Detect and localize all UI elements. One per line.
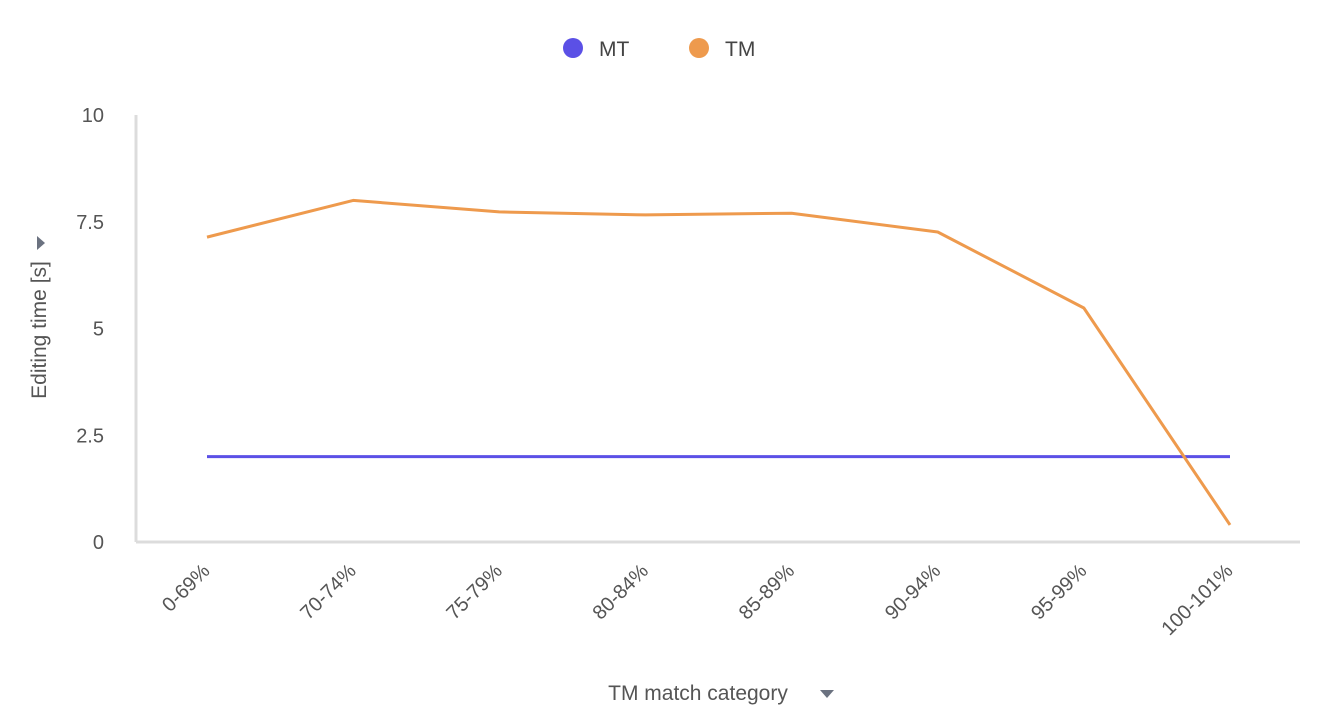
series-lines: [203, 196, 1234, 529]
legend-label: MT: [599, 38, 629, 61]
series-line-tm[interactable]: [206, 198, 1232, 526]
y-tick-label: 0: [93, 532, 104, 554]
data-point-tm[interactable]: [1080, 304, 1088, 312]
legend-marker-icon: [563, 38, 583, 58]
x-tick-label: 85-89%: [735, 560, 799, 624]
data-point-mt[interactable]: [934, 453, 942, 461]
data-point-tm[interactable]: [495, 208, 503, 216]
data-point-tm[interactable]: [934, 228, 942, 236]
data-point-tm[interactable]: [349, 196, 357, 204]
y-tick-label: 2.5: [76, 425, 104, 447]
data-point-tm[interactable]: [641, 211, 649, 219]
legend-marker-icon: [689, 38, 709, 58]
x-tick-label: 95-99%: [1027, 560, 1091, 624]
data-point-tm[interactable]: [1226, 521, 1234, 529]
data-point-mt[interactable]: [349, 453, 357, 461]
data-point-tm[interactable]: [788, 209, 796, 217]
data-point-mt[interactable]: [788, 453, 796, 461]
data-point-mt[interactable]: [1080, 453, 1088, 461]
y-tick-label: 7.5: [76, 212, 104, 234]
x-axis-label[interactable]: TM match category: [608, 682, 788, 705]
y-axis-dropdown-icon[interactable]: [37, 236, 45, 250]
data-point-mt[interactable]: [641, 453, 649, 461]
legend-item-mt[interactable]: MT: [563, 38, 629, 61]
legend-label: TM: [725, 38, 755, 61]
y-tick-label: 10: [82, 105, 104, 127]
x-tick-label: 80-84%: [589, 560, 653, 624]
x-tick-label: 70-74%: [296, 560, 360, 624]
x-tick-label: 90-94%: [881, 560, 945, 624]
x-tick-label: 100-101%: [1157, 560, 1237, 640]
y-tick-label: 5: [93, 319, 104, 341]
data-point-mt[interactable]: [1226, 453, 1234, 461]
legend[interactable]: MT TM: [563, 38, 755, 61]
x-tick-label: 75-79%: [443, 560, 507, 624]
data-point-mt[interactable]: [203, 453, 211, 461]
axes: 0 2.5 5 7.5 10 0-69% 70-74% 75-79% 80-84% 85-89% 9…: [76, 105, 1300, 640]
data-point-tm[interactable]: [203, 233, 211, 241]
x-axis-dropdown-icon[interactable]: [820, 690, 834, 698]
legend-item-tm[interactable]: TM: [689, 38, 755, 61]
x-tick-label: 0-69%: [158, 560, 215, 617]
y-axis-label[interactable]: Editing time [s]: [28, 261, 51, 399]
data-point-mt[interactable]: [495, 453, 503, 461]
